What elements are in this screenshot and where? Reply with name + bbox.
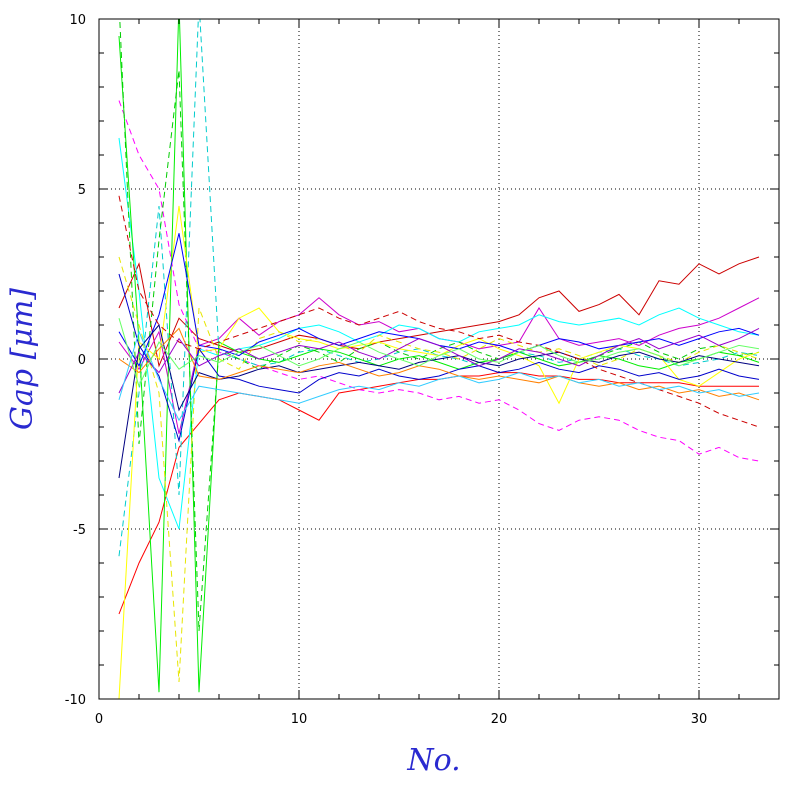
x-tick-label: 20 bbox=[491, 712, 508, 727]
series-line-17 bbox=[118, 330, 760, 422]
series-line-7 bbox=[118, 19, 760, 693]
y-tick-label: -10 bbox=[65, 693, 86, 708]
axis-ticks bbox=[98, 18, 780, 700]
series-line-15 bbox=[118, 195, 760, 428]
y-tick-label: -5 bbox=[73, 523, 86, 538]
series-line-6 bbox=[118, 19, 760, 557]
tick-labels: 0 10 20 30 -10 -5 0 5 10 bbox=[65, 13, 708, 727]
series-line-2 bbox=[118, 256, 760, 368]
y-tick-label: 0 bbox=[78, 353, 86, 368]
series-line-18 bbox=[118, 318, 760, 388]
series-group bbox=[118, 19, 760, 699]
x-tick-label: 0 bbox=[95, 712, 103, 727]
series-line-8 bbox=[119, 19, 760, 632]
x-axis-title: No. bbox=[406, 743, 460, 778]
series-line-16 bbox=[118, 327, 760, 394]
x-tick-label: 10 bbox=[291, 712, 308, 727]
series-line-13 bbox=[118, 323, 760, 479]
y-tick-label: 5 bbox=[78, 183, 86, 198]
series-line-10 bbox=[118, 256, 760, 683]
x-tick-label: 30 bbox=[691, 712, 708, 727]
y-axis-title: Gap [μm] bbox=[5, 288, 40, 430]
y-tick-label: 10 bbox=[69, 13, 86, 28]
